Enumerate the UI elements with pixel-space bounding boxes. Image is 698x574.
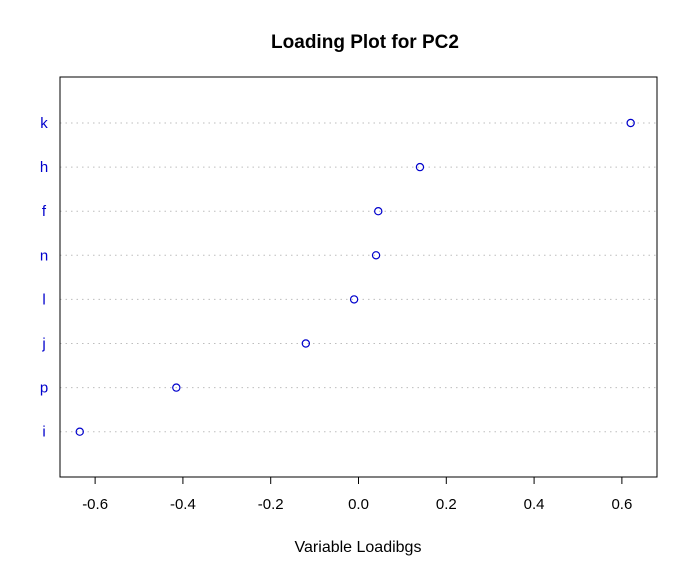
point-h [415,162,425,172]
category-label-p: p [40,380,48,397]
point-p [172,383,181,392]
x-axis: -0.6 -0.4 -0.2 0.0 0.2 0.4 0.6 [82,476,632,513]
category-label-k: k [40,115,48,132]
point-k [626,118,635,128]
x-tick-label: -0.2 [258,496,284,513]
x-tick-label: 0.0 [348,496,369,513]
x-tick-label: -0.4 [170,496,196,513]
x-tick-label: 0.6 [611,496,632,513]
category-label-f: f [42,203,47,220]
data-points [75,118,635,436]
x-axis-label: Variable Loadibgs [295,539,422,556]
category-labels: k h f n l j p i [40,115,48,441]
category-label-j: j [41,336,45,353]
plot-frame [59,76,658,478]
category-label-n: n [40,247,48,264]
point-i [75,427,84,436]
point-n [371,251,381,260]
point-j [301,339,311,348]
x-tick-label: -0.6 [82,496,108,513]
point-f [374,206,383,216]
category-label-l: l [42,291,45,308]
grid-lines [60,122,657,433]
category-label-i: i [42,424,45,441]
x-tick-label: 0.4 [524,496,545,513]
chart-title: Loading Plot for PC2 [271,32,459,53]
category-label-h: h [40,159,48,176]
x-tick-label: 0.2 [436,496,457,513]
point-l [349,295,359,304]
